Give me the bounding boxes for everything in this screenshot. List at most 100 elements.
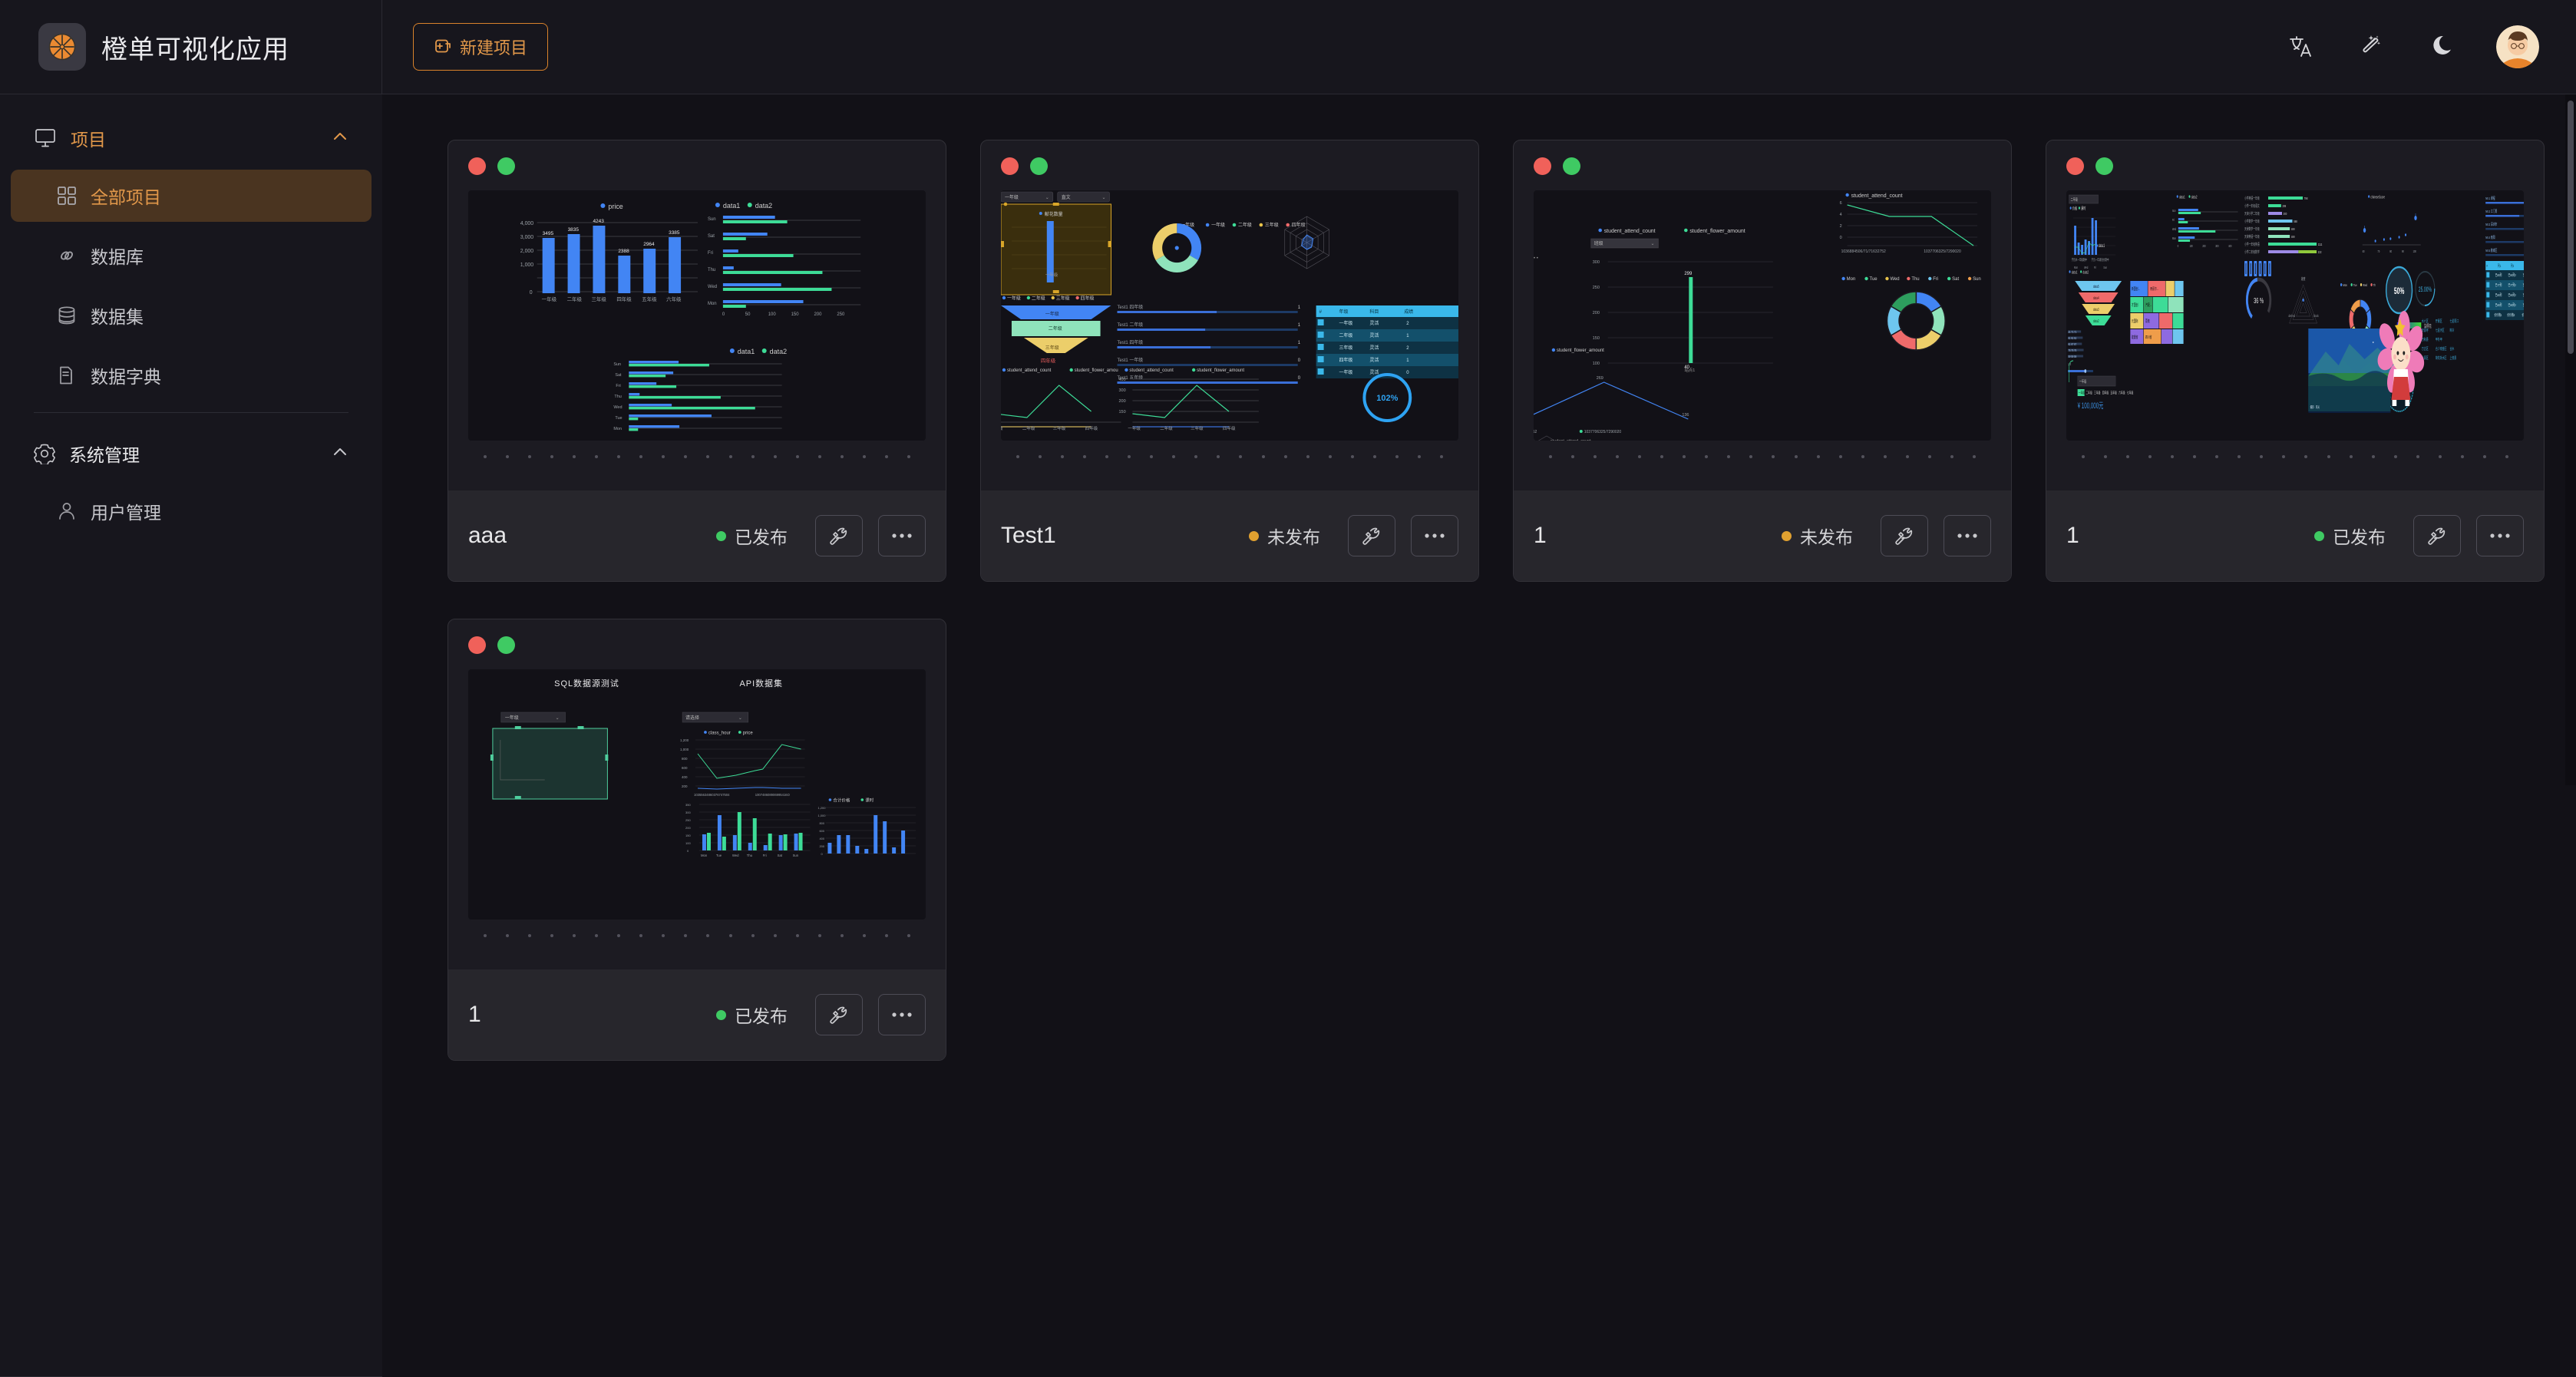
svg-text:10355634860376747504: 10355634860376747504: [694, 793, 730, 797]
svg-text:250: 250: [837, 312, 845, 317]
svg-text:59 59 59: 59 59 59: [2068, 354, 2076, 358]
svg-text:150: 150: [685, 834, 691, 837]
svg-text:站点1: 站点1: [1684, 367, 1695, 373]
svg-text:Wed: Wed: [613, 405, 622, 410]
svg-text:100: 100: [685, 841, 691, 845]
svg-text:三年级: 三年级: [1339, 345, 1353, 351]
svg-text:61 67 67: 61 67 67: [2068, 342, 2076, 346]
svg-text:一年级: 一年级: [1128, 425, 1141, 431]
svg-text:摄影 · 风光: 摄影 · 风光: [2310, 405, 2320, 409]
svg-text:250: 250: [685, 818, 691, 822]
svg-text:⌄: ⌄: [556, 716, 560, 721]
svg-text:已55列2: 已55列2: [2508, 302, 2516, 307]
svg-text:四年级: 四年级: [1339, 357, 1353, 363]
svg-text:588: 588: [2294, 219, 2297, 223]
svg-text:API数据集: API数据集: [739, 678, 782, 688]
svg-text:1,000: 1,000: [680, 748, 689, 751]
svg-text:天津小学二年级: 天津小学二年级: [2244, 210, 2260, 216]
svg-text:300: 300: [1118, 388, 1125, 393]
svg-text:200: 200: [814, 312, 822, 317]
svg-text:1037706325/7290020: 1037706325/7290020: [1584, 430, 1622, 434]
svg-text:defend: defend: [2288, 313, 2295, 318]
svg-text:Test1 二年级: Test1 二年级: [1117, 322, 1143, 328]
svg-text:499: 499: [2291, 234, 2295, 239]
svg-text:年级: 年级: [1339, 309, 1349, 315]
svg-text:1: 1: [1298, 341, 1301, 345]
svg-text:已55列: 已55列: [2495, 302, 2502, 307]
svg-text:汽配…: 汽配…: [2145, 302, 2152, 307]
svg-text:通时: 通时: [2081, 205, 2086, 212]
svg-text:请选择: 请选择: [685, 715, 699, 721]
svg-text:二年级: 二年级: [1339, 332, 1353, 338]
svg-text:学历水一年级期中: 学历水一年级期中: [2072, 257, 2087, 262]
svg-text:Wed: Wed: [732, 854, 739, 857]
svg-text:二年级: 二年级: [1032, 295, 1045, 301]
svg-text:班级: 班级: [1594, 240, 1603, 246]
svg-text:二年级: 二年级: [1049, 325, 1062, 332]
svg-text:才国创: 才国创: [2132, 302, 2138, 307]
svg-text:0: 0: [722, 312, 725, 317]
svg-text:Mon: Mon: [708, 302, 717, 306]
svg-text:Sun: Sun: [2103, 266, 2106, 269]
svg-text:三年级: 三年级: [1053, 425, 1066, 431]
svg-text:100: 100: [768, 312, 777, 317]
svg-text:一年级: 一年级: [1007, 295, 1021, 301]
svg-text:灵活: 灵活: [1369, 320, 1379, 326]
svg-text:0: 0: [1298, 376, 1301, 381]
svg-text:⌄: ⌄: [1650, 242, 1654, 246]
svg-text:0: 0: [687, 849, 689, 853]
svg-text:150: 150: [791, 312, 800, 317]
svg-text:新国创…: 新国创…: [2132, 286, 2140, 291]
svg-text:四年级: 四年级: [1081, 295, 1095, 301]
svg-text:299: 299: [2283, 203, 2287, 208]
svg-text:七年级: 七年级: [2127, 389, 2133, 395]
svg-text:N0.2 江门周: N0.2 江门周: [2485, 208, 2497, 213]
svg-text:献花数量: 献花数量: [1045, 211, 1063, 217]
svg-text:灵活: 灵活: [1369, 345, 1379, 351]
svg-text:Wed: Wed: [2363, 282, 2367, 287]
svg-text:Sun: Sun: [793, 854, 799, 857]
svg-text:price: price: [608, 203, 623, 210]
svg-text:1036884506/71/71632752: 1036884506/71/71632752: [1841, 249, 1886, 254]
svg-text:2388: 2388: [618, 249, 629, 254]
svg-text:价价格1: 价价格1: [2494, 312, 2502, 317]
svg-text:data1: data1: [2179, 195, 2185, 200]
svg-text:chineseScore: chineseScore: [2370, 195, 2385, 200]
svg-text:Test1 四年级: Test1 四年级: [1117, 339, 1143, 345]
svg-text:class_hour: class_hour: [708, 731, 731, 735]
svg-text:小学一年级语文: 小学一年级语文: [2244, 203, 2260, 208]
svg-text:三年级: 三年级: [1056, 295, 1070, 301]
svg-text:灵活: 灵活: [1369, 357, 1379, 363]
svg-text:data1: data1: [2099, 243, 2105, 249]
svg-text:25.00%: 25.00%: [2419, 285, 2432, 293]
svg-text:data1: data1: [2072, 270, 2078, 275]
svg-text:⌄: ⌄: [1102, 196, 1106, 200]
svg-text:0: 0: [1840, 236, 1842, 240]
svg-text:400: 400: [2228, 244, 2231, 248]
svg-text:小学一年级英语: 小学一年级英语: [2244, 241, 2260, 246]
svg-text:0: 0: [530, 290, 533, 296]
svg-text:200: 200: [1593, 311, 1600, 315]
svg-text:Fri: Fri: [1933, 277, 1938, 282]
svg-text:Sun: Sun: [1973, 277, 1981, 282]
svg-text:一年级: 一年级: [542, 296, 557, 302]
svg-text:Fri: Fri: [708, 251, 713, 256]
svg-text:price: price: [743, 731, 754, 735]
svg-text:二年级: 二年级: [1022, 425, 1035, 431]
svg-text:1 2: 1 2: [2068, 362, 2071, 366]
svg-text:合少南金区: 合少南金区: [2436, 345, 2447, 352]
svg-text:价价格2: 价价格2: [2507, 312, 2515, 317]
svg-text:1111: 1111: [2318, 242, 2323, 246]
svg-text:Fri: Fri: [763, 854, 767, 857]
svg-text:2,000: 2,000: [520, 249, 534, 254]
svg-text:Mon: Mon: [2074, 266, 2078, 269]
svg-text:已55列3: 已55列3: [2523, 272, 2524, 277]
svg-text:student_flower_amount: student_flower_amount: [1197, 368, 1244, 373]
svg-text:甲冬甲: 甲冬甲: [2436, 336, 2442, 343]
svg-text:水六区: 水六区: [2422, 318, 2429, 325]
svg-text:100748608906995416O: 100748608906995416O: [755, 793, 791, 797]
svg-text:60: 60: [2363, 249, 2365, 253]
svg-text:已55列2: 已55列2: [2508, 292, 2516, 297]
svg-text:Thu: Thu: [747, 854, 753, 857]
svg-text:六年级: 六年级: [2119, 389, 2125, 395]
